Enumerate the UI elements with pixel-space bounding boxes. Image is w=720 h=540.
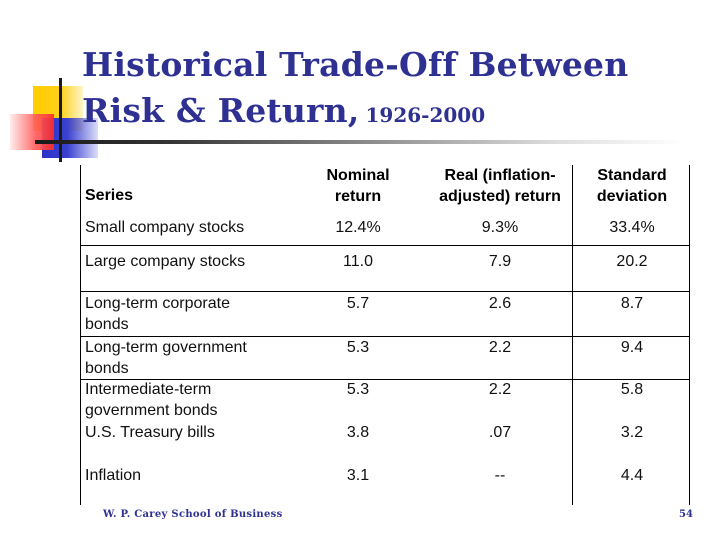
- header-series: Series: [85, 187, 134, 204]
- series-line1: Long-term corporate: [85, 295, 230, 312]
- title-underline-rule: [35, 140, 685, 144]
- table-row-nominal: 12.4%: [335, 219, 381, 236]
- slide-title: Historical Trade-Off Between Risk & Retu…: [82, 42, 628, 138]
- table-row-std: 8.7: [620, 295, 644, 312]
- risk-return-table: Series Nominal return Real (inflation- a…: [80, 165, 690, 505]
- header-real-line1: Real (inflation-: [444, 167, 556, 184]
- table-row-nominal: 5.3: [346, 381, 370, 398]
- table-row-series: Large company stocks: [85, 253, 246, 270]
- table-row-nominal: 11.0: [343, 253, 373, 270]
- table-row-series: Intermediate-term government bonds: [85, 379, 325, 421]
- header-real: Real (inflation- adjusted) return: [425, 165, 575, 207]
- table-row-nominal: 3.1: [346, 467, 370, 484]
- series-line2: bonds: [85, 360, 129, 377]
- table-row-real: 9.3%: [481, 219, 519, 236]
- row-divider: [80, 336, 690, 337]
- table-row-series: U.S. Treasury bills: [85, 424, 215, 441]
- table-row-real: 2.2: [488, 381, 512, 398]
- title-line-2: Risk & Return, 1926-2000: [82, 88, 628, 138]
- table-row-nominal: 5.7: [346, 295, 370, 312]
- decor-red-square: [10, 114, 54, 150]
- page-number: 54: [679, 509, 693, 520]
- decor-vertical-line: [59, 78, 62, 162]
- table-row-real: 2.6: [488, 295, 512, 312]
- series-line1: Intermediate-term: [85, 381, 212, 398]
- header-std: Standard deviation: [574, 165, 690, 207]
- table-row-std: 4.4: [620, 467, 644, 484]
- row-divider: [80, 379, 690, 380]
- table-row-nominal: 3.8: [346, 424, 370, 441]
- table-row-series: Inflation: [85, 467, 142, 484]
- table-row-std: 5.8: [620, 381, 644, 398]
- title-main: Risk & Return,: [82, 91, 360, 130]
- header-std-line2: deviation: [596, 188, 668, 205]
- table-row-series: Long-term government bonds: [85, 337, 325, 379]
- series-line2: government bonds: [85, 402, 218, 419]
- table-row-std: 3.2: [620, 424, 644, 441]
- header-nominal-line2: return: [334, 188, 382, 205]
- series-line2: bonds: [85, 316, 129, 333]
- row-divider: [80, 245, 690, 246]
- header-nominal: Nominal return: [298, 165, 418, 207]
- header-std-line1: Standard: [597, 167, 667, 184]
- table-row-series: Long-term corporate bonds: [85, 293, 325, 335]
- series-line1: Long-term government: [85, 339, 247, 356]
- table-row-real: .07: [488, 424, 512, 441]
- table-col-divider: [572, 165, 573, 505]
- table-right-border: [689, 165, 690, 505]
- title-line-1: Historical Trade-Off Between: [82, 45, 629, 84]
- table-left-border: [80, 165, 81, 505]
- row-divider: [80, 291, 690, 292]
- header-real-line2: adjusted) return: [439, 188, 561, 205]
- footer-school-name: W. P. Carey School of Business: [103, 509, 283, 520]
- header-nominal-line1: Nominal: [326, 167, 390, 184]
- table-row-std: 9.4: [620, 339, 644, 356]
- title-years: 1926-2000: [365, 103, 486, 127]
- table-row-real: 2.2: [488, 339, 512, 356]
- table-row-real: 7.9: [488, 253, 512, 270]
- table-row-series: Small company stocks: [85, 219, 245, 236]
- table-row-nominal: 5.3: [346, 339, 370, 356]
- table-row-real: --: [494, 467, 506, 484]
- table-row-std: 20.2: [616, 253, 648, 270]
- table-row-std: 33.4%: [609, 219, 655, 236]
